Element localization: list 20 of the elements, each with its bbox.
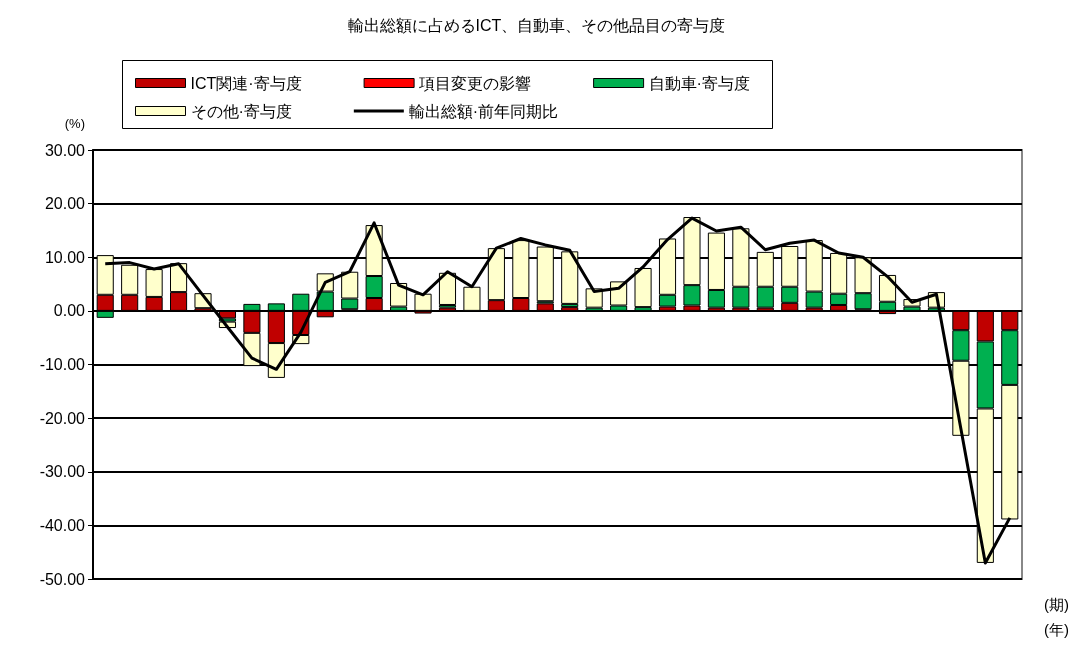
legend-label: 自動車·寄与度	[648, 74, 750, 92]
y-tick-label: 20.00	[44, 195, 86, 213]
bar	[390, 282, 408, 307]
x-axis-title: (期)	[1044, 596, 1070, 613]
y-tick-label: -40.00	[39, 516, 86, 534]
bar	[634, 267, 652, 308]
y-tick-label: 30.00	[44, 141, 86, 159]
y-tick-label: 10.00	[44, 248, 86, 266]
y-axis-title: (%)	[64, 116, 85, 131]
text: (年)	[1044, 621, 1070, 638]
y-tick-label: -10.00	[39, 356, 86, 373]
legend-label: ICT関連·寄与度	[190, 74, 302, 92]
y-tick-label: 0.00	[53, 302, 86, 320]
legend-label: その他·寄与度	[190, 102, 292, 120]
y-tick-label: -30.00	[39, 463, 86, 481]
y-tick-label: -20.00	[39, 409, 86, 427]
legend-label: 項目変更の影響	[418, 74, 532, 92]
y-tick-label: -50.00	[39, 570, 86, 588]
legend-label: 輸出総額·前年同期比	[408, 102, 559, 120]
chart-title: 輸出総額に占めるICT、自動車、その他品目の寄与度	[347, 16, 726, 34]
